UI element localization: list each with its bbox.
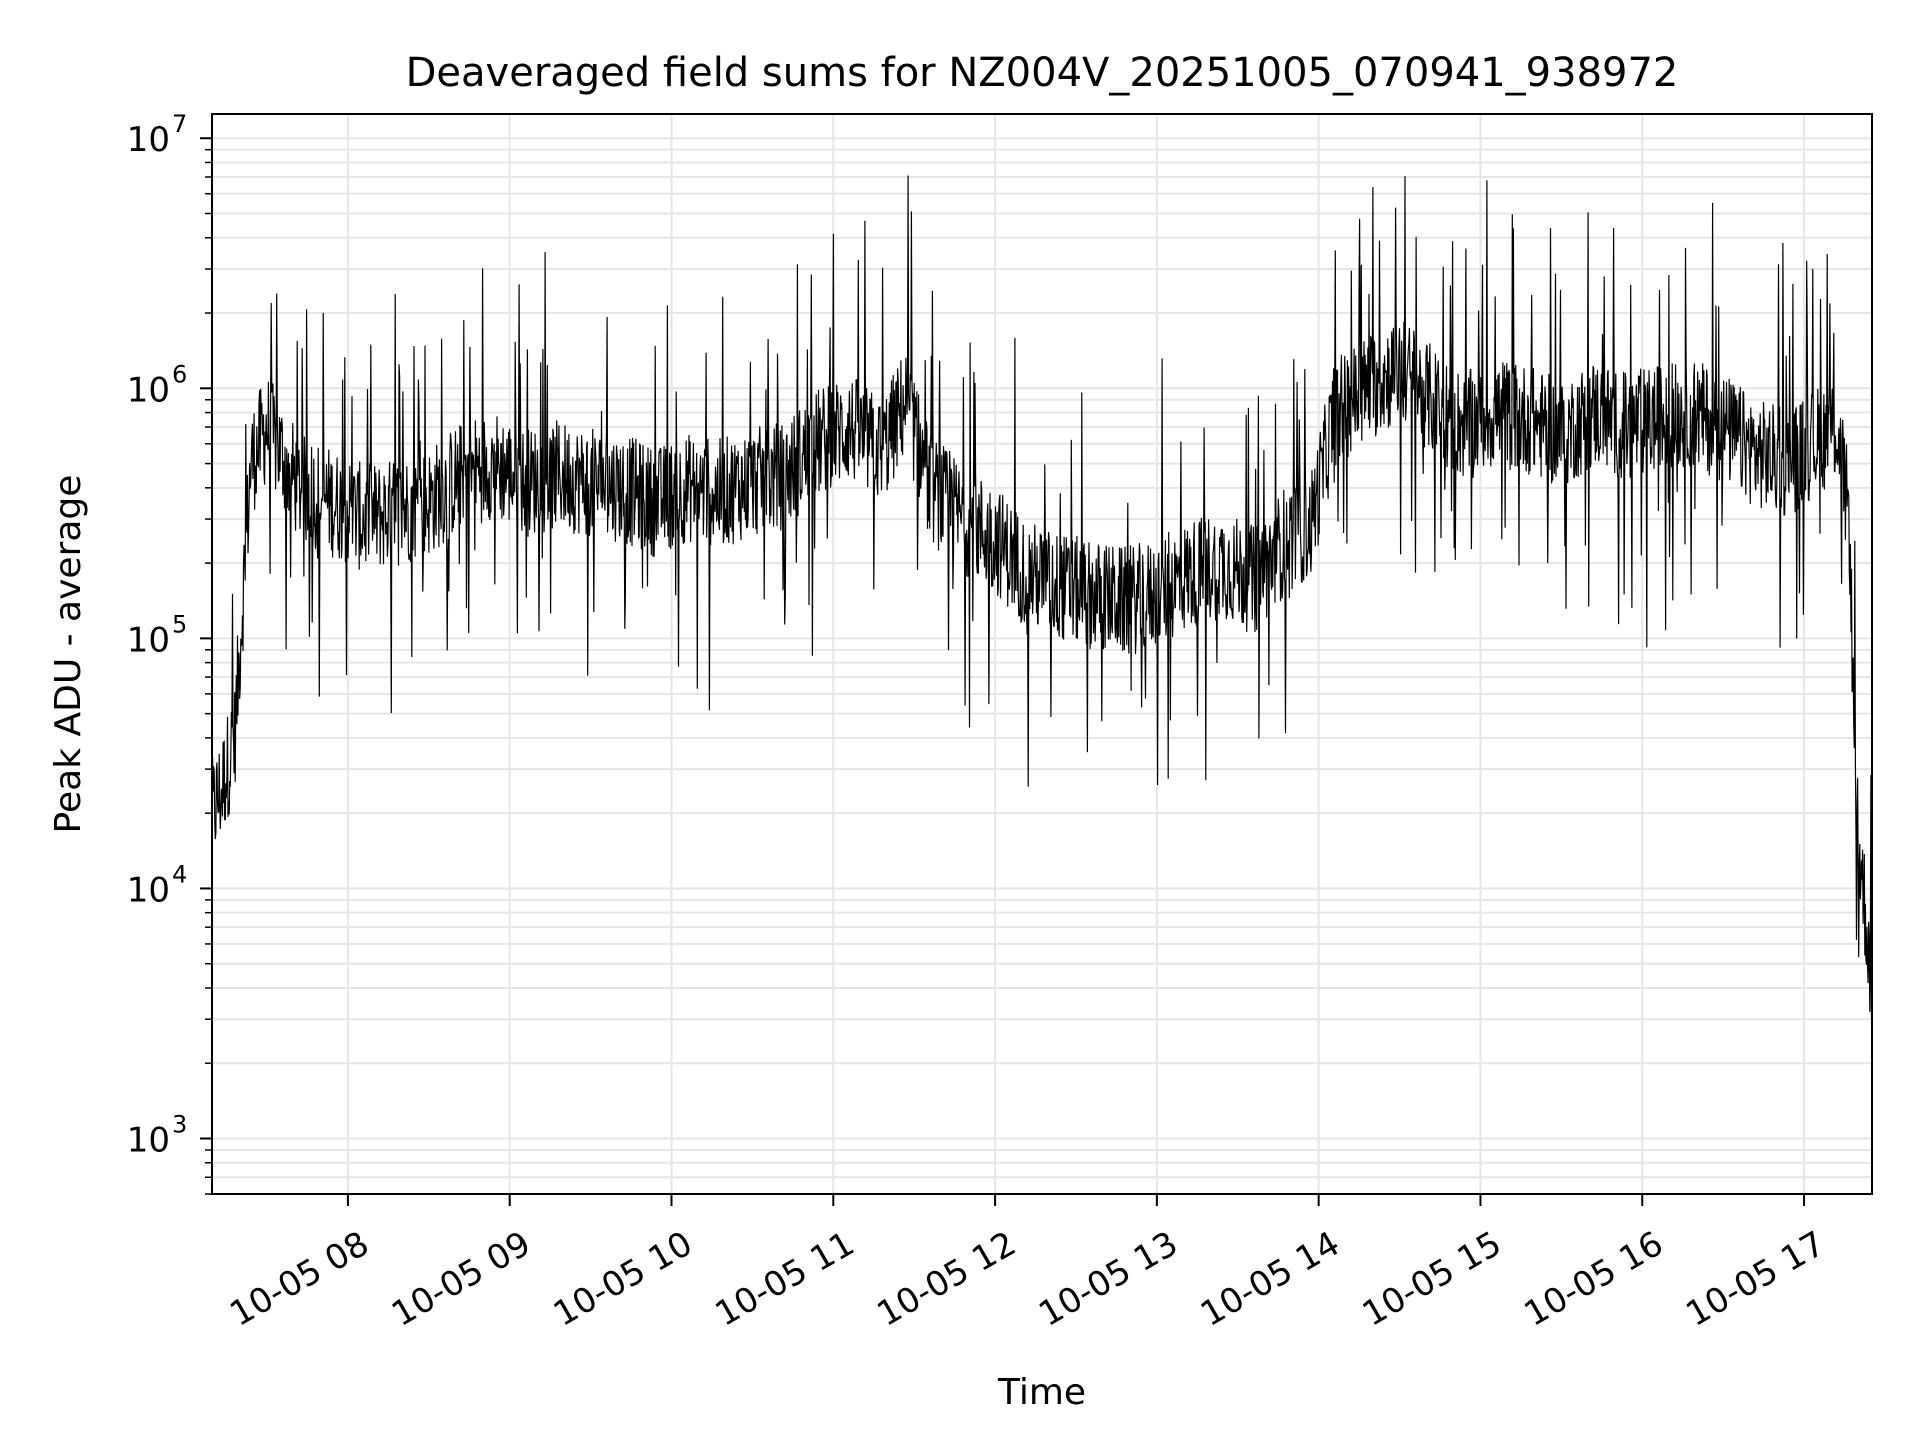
y-tick-label: 10: [127, 870, 170, 910]
y-axis-label: Peak ADU - average: [48, 475, 89, 834]
y-tick-label: 10: [127, 620, 170, 660]
y-tick-exponent: 3: [172, 1111, 187, 1139]
plot-area-frame: [211, 113, 1873, 1195]
y-tick-exponent: 5: [172, 610, 187, 638]
minor-grid: [212, 148, 1872, 1195]
y-tick-label: 10: [127, 370, 170, 410]
y-tick-exponent: 6: [172, 360, 187, 388]
y-tick-label: 10: [127, 120, 170, 160]
chart-title: Deaveraged field sums for NZ004V_2025100…: [406, 50, 1679, 96]
x-axis-label: Time: [997, 1372, 1086, 1413]
data-line: [211, 175, 1873, 1188]
y-tick-exponent: 4: [172, 860, 187, 888]
y-tick-label: 10: [127, 1121, 170, 1161]
y-tick-exponent: 7: [172, 110, 187, 138]
major-grid: [212, 114, 1872, 1194]
